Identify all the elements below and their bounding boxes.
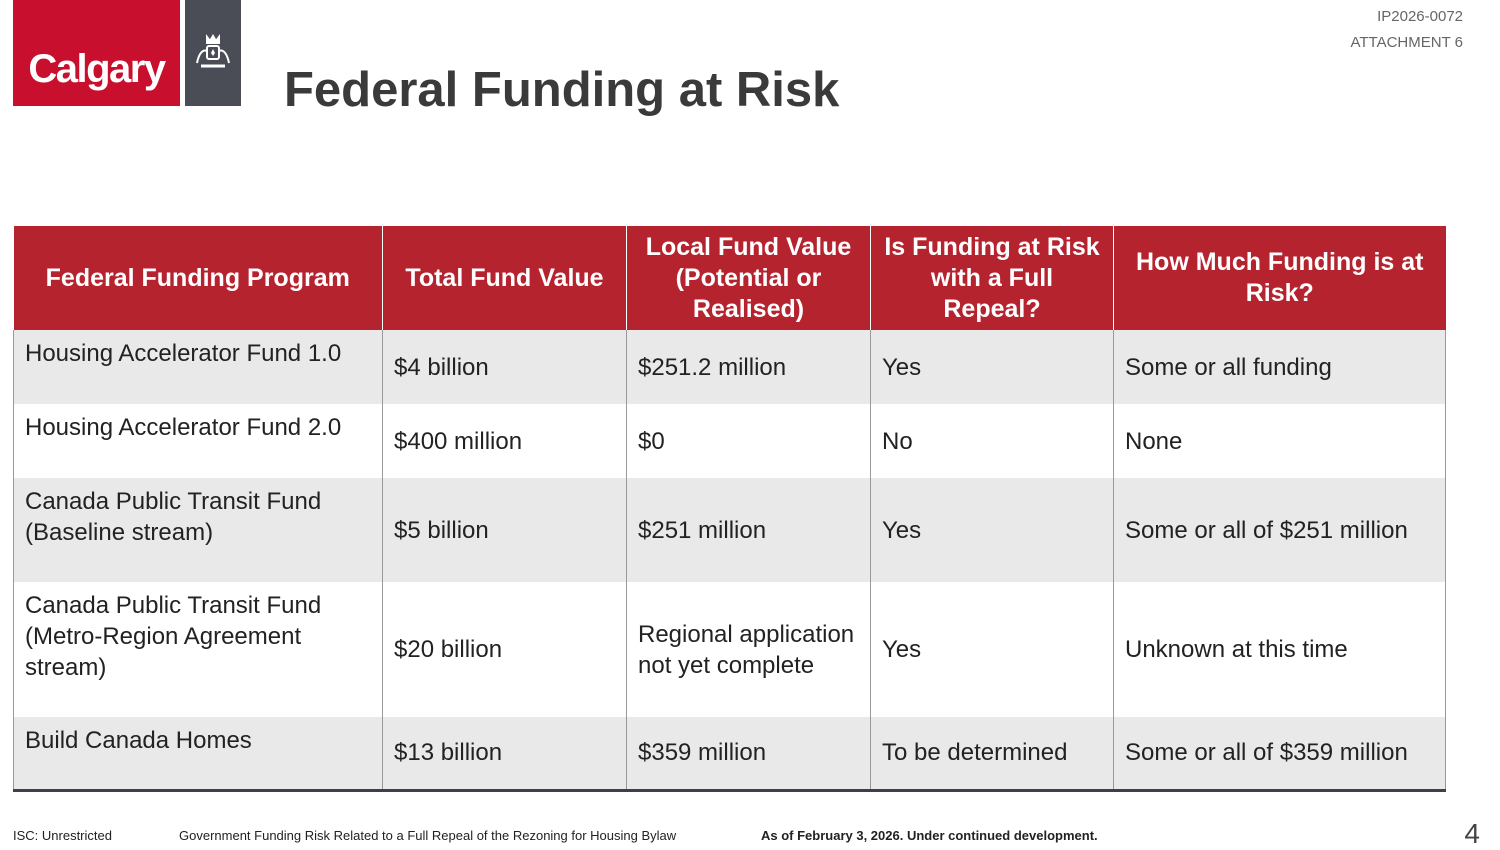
table-cell: No [870,404,1114,478]
column-header: Federal Funding Program [13,226,383,330]
table-cell: Yes [870,478,1114,582]
table-cell: $251.2 million [626,330,871,404]
table-cell: $20 billion [382,582,627,717]
logo-text: Calgary [28,47,166,91]
table-row: Canada Public Transit Fund (Baseline str… [13,478,1446,582]
table-cell: Housing Accelerator Fund 1.0 [13,330,383,404]
table-cell: Some or all funding [1113,330,1446,404]
table-cell: Some or all of $251 million [1113,478,1446,582]
calgary-logo: Calgary [13,0,180,106]
column-header: Is Funding at Risk with a Full Repeal? [870,226,1114,330]
column-header: How Much Funding is at Risk? [1113,226,1446,330]
page-number: 4 [1464,818,1480,849]
table-row: Housing Accelerator Fund 1.0 $4 billion $2… [13,330,1446,404]
table-cell: Build Canada Homes [13,717,383,790]
table-row: Build Canada Homes $13 billion $359 millio… [13,717,1446,790]
column-header: Local Fund Value (Potential or Realised) [626,226,871,330]
table-row: Housing Accelerator Fund 2.0 $400 million… [13,404,1446,478]
table-cell: $359 million [626,717,871,790]
table-cell: Yes [870,330,1114,404]
column-header: Total Fund Value [382,226,627,330]
document-reference: IP2026-0072 [1377,8,1463,25]
footer-subject: Government Funding Risk Related to a Ful… [179,828,677,843]
table-cell: Regional application not yet complete [626,582,871,717]
table-cell: Canada Public Transit Fund (Baseline str… [13,478,383,582]
table-cell: Unknown at this time [1113,582,1446,717]
table-cell: Housing Accelerator Fund 2.0 [13,404,383,478]
table-cell: Canada Public Transit Fund (Metro-Region… [13,582,383,717]
table-cell: $5 billion [382,478,627,582]
classification: ISC: Unrestricted [13,828,112,843]
funding-table: Federal Funding Program Total Fund Value… [13,226,1446,792]
table-cell: $400 million [382,404,627,478]
attachment-label: ATTACHMENT 6 [1350,34,1463,51]
footer-status: As of February 3, 2026. Under continued … [761,828,1098,843]
table-cell: Some or all of $359 million [1113,717,1446,790]
table-cell: $0 [626,404,871,478]
table-cell: Yes [870,582,1114,717]
table-row: Canada Public Transit Fund (Metro-Region… [13,582,1446,717]
table-cell: None [1113,404,1446,478]
table-cell: $251 million [626,478,871,582]
page-title: Federal Funding at Risk [284,63,840,117]
table-cell: $13 billion [382,717,627,790]
crest-icon [185,0,241,106]
table-cell: To be determined [870,717,1114,790]
table-cell: $4 billion [382,330,627,404]
